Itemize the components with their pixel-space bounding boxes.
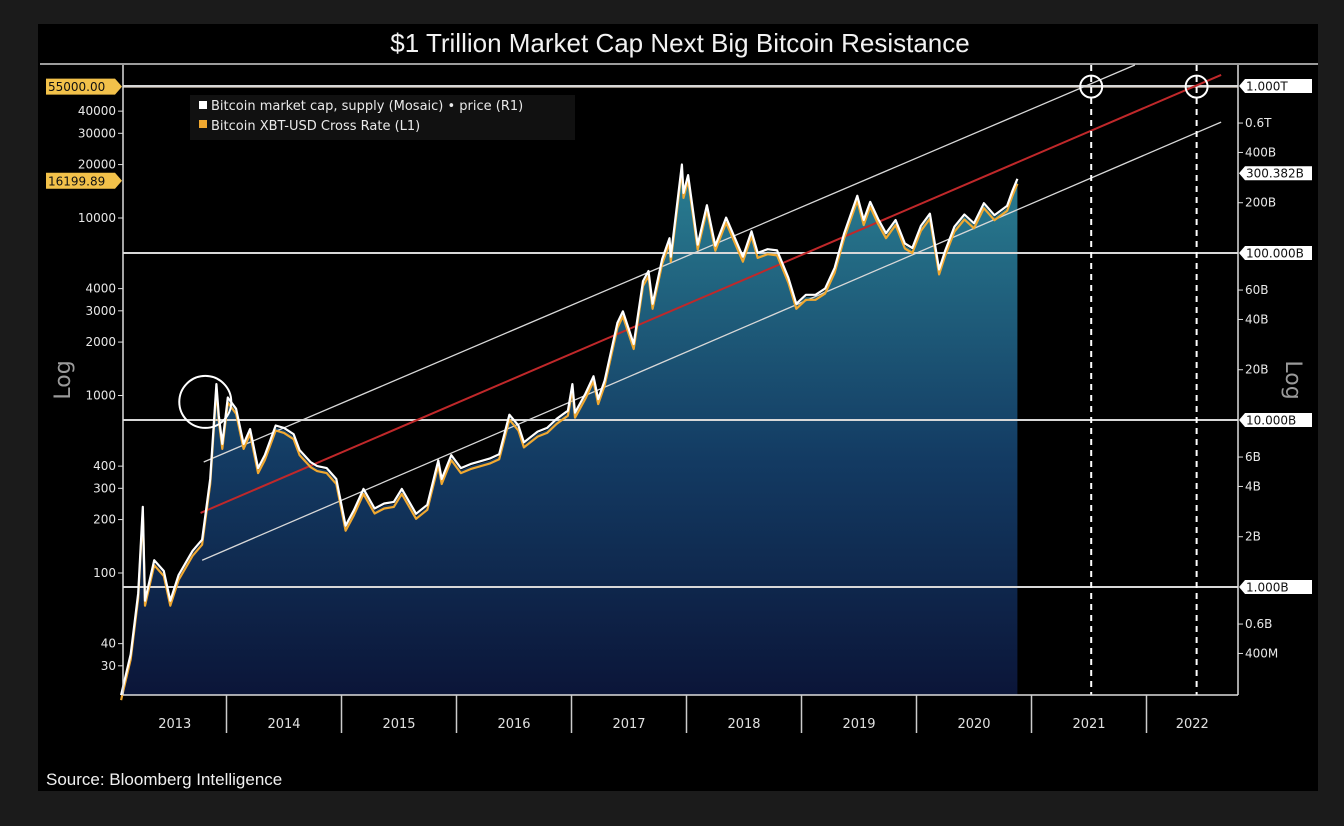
left-axis-label: Log [51, 360, 76, 399]
right-value-marker-label: 300.382B [1246, 167, 1304, 181]
left-tick-label: 4000 [85, 282, 116, 296]
trend-line-upper-channel [203, 64, 1136, 463]
right-value-marker [1239, 166, 1312, 181]
left-tick-label: 300 [93, 481, 116, 495]
right-tick-label: 200B [1245, 196, 1276, 210]
circle-annotation-1 [1079, 74, 1104, 99]
legend-box [190, 95, 575, 140]
left-tick-label: 40000 [78, 104, 116, 118]
left-price-marker-label: 55000.00 [48, 80, 105, 94]
left-tick-label: 1000 [85, 389, 116, 403]
plot-area: 40000 30000 20000 10000 4000 3000 2000 1000 400 3… [46, 64, 1312, 733]
right-value-marker-label: 1.000B [1246, 581, 1289, 595]
right-tick-label: 40B [1245, 312, 1269, 326]
legend-swatch-market-cap [199, 101, 207, 109]
right-tick-label: 0.6T [1245, 116, 1272, 130]
trend-line-lower-channel [201, 121, 1222, 561]
right-value-marker [1239, 413, 1312, 427]
right-value-marker [1239, 79, 1312, 93]
x-tick-label: 2017 [612, 717, 645, 732]
left-tick-label: 20000 [78, 158, 116, 172]
x-tick-label: 2019 [842, 717, 875, 732]
chart-title: $1 Trillion Market Cap Next Big Bitcoin … [390, 28, 969, 58]
source-note: Source: Bloomberg Intelligence [46, 770, 282, 789]
legend-entry-market-cap: Bitcoin market cap, supply (Mosaic) • pr… [211, 99, 523, 114]
left-tick-label: 30000 [78, 126, 116, 140]
left-tick-label: 200 [93, 513, 116, 527]
right-value-marker [1239, 246, 1312, 260]
right-tick-label: 60B [1245, 283, 1269, 297]
right-value-marker-label: 100.000B [1246, 247, 1304, 261]
right-tick-label: 0.6B [1245, 617, 1272, 631]
x-tick-label: 2018 [727, 717, 760, 732]
left-tick-label: 400 [93, 459, 116, 473]
right-tick-label: 4B [1245, 479, 1261, 493]
left-price-marker [46, 78, 122, 95]
legend-swatch-price [199, 120, 207, 128]
x-tick-label: 2014 [267, 717, 300, 732]
right-tick-label: 20B [1245, 363, 1269, 377]
market-cap-series-line [120, 163, 1019, 696]
right-value-marker-label: 10.000B [1246, 414, 1296, 428]
legend-entry-price: Bitcoin XBT-USD Cross Rate (L1) [211, 119, 420, 134]
right-tick-label: 6B [1245, 450, 1261, 464]
left-tick-label: 3000 [85, 304, 116, 318]
right-value-marker [1239, 580, 1312, 594]
left-price-marker [46, 172, 122, 189]
left-tick-label: 10000 [78, 211, 116, 225]
right-axis-label: Log [1280, 360, 1305, 399]
right-value-marker-label: 1.000T [1246, 80, 1288, 94]
left-price-marker-label: 16199.89 [48, 174, 105, 188]
x-tick-label: 2021 [1072, 717, 1105, 732]
x-tick-label: 2016 [497, 717, 530, 732]
left-tick-label: 30 [101, 659, 116, 673]
x-tick-label: 2020 [957, 717, 990, 732]
right-tick-label: 400M [1245, 646, 1278, 660]
area-fill [121, 166, 1018, 698]
x-tick-label: 2022 [1176, 717, 1209, 732]
left-tick-label: 40 [101, 637, 116, 651]
left-tick-label: 2000 [85, 335, 116, 349]
right-tick-label: 2B [1245, 530, 1261, 544]
right-tick-label: 400B [1245, 145, 1276, 159]
circle-annotation-2 [1184, 74, 1209, 99]
x-tick-label: 2015 [382, 717, 415, 732]
legend: Bitcoin market cap, supply (Mosaic) • pr… [190, 95, 575, 140]
circle-annotation-0 [178, 374, 233, 429]
trend-line-center [200, 73, 1222, 514]
left-tick-label: 100 [93, 566, 116, 580]
x-tick-label: 2013 [158, 717, 191, 732]
